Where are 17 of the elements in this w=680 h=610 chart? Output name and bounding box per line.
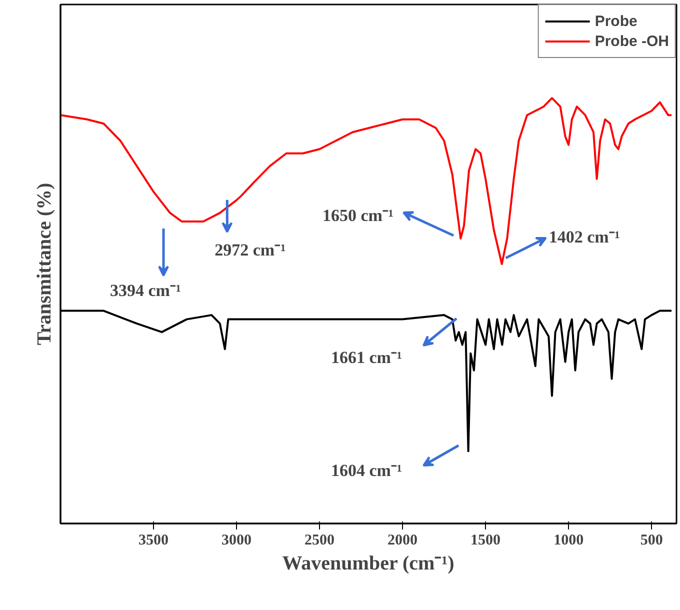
annotation: 1650 cm⁻¹ [322, 206, 394, 225]
annotation: 2972 cm⁻¹ [214, 240, 286, 260]
x-tick-label: 1000 [554, 532, 584, 548]
x-tick-label: 2000 [388, 532, 418, 548]
legend-label: Probe [594, 12, 638, 30]
x-tick-label: 2500 [304, 532, 335, 548]
x-tick-label: 500 [640, 532, 663, 548]
y-axis-title: Transmittance (%) [34, 182, 56, 346]
x-axis-title: Wavenumber (cm⁻¹) [282, 552, 454, 574]
annotation: 3394 cm⁻¹ [110, 281, 182, 300]
x-tick-label: 3000 [222, 532, 252, 548]
legend-label: Probe -OH [594, 32, 669, 50]
x-tick-label: 1500 [470, 532, 501, 548]
annotation: 1402 cm⁻¹ [548, 228, 620, 246]
annotation: 1661 cm⁻¹ [330, 348, 402, 367]
annotation: 1604 cm⁻¹ [330, 461, 402, 480]
x-tick-label: 3500 [138, 532, 168, 548]
